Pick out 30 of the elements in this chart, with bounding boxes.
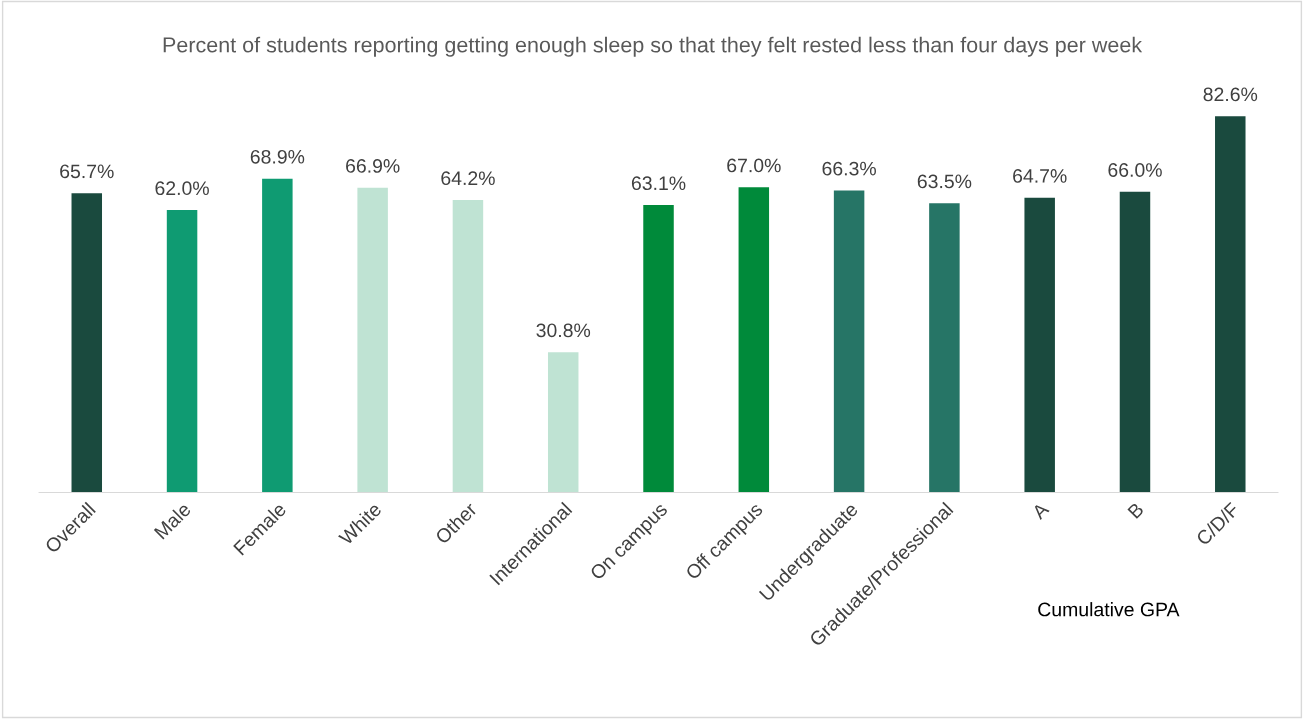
bar	[357, 187, 388, 493]
bar	[166, 210, 198, 493]
bar	[643, 205, 674, 493]
bar	[452, 200, 484, 493]
bar	[547, 352, 579, 493]
bar	[1024, 197, 1055, 493]
x-tick-label: B	[1127, 502, 1145, 519]
bar	[833, 190, 865, 493]
bar	[738, 187, 770, 493]
data-label: 64.2%	[441, 171, 495, 186]
data-label: 67.0%	[727, 158, 781, 173]
data-label: 63.1%	[631, 176, 686, 191]
data-label: 68.9%	[250, 149, 305, 164]
chart-title: Percent of students reporting getting enough sleep so that they felt rested less than four days per week	[163, 36, 1143, 57]
x-tick-label: A	[1031, 501, 1050, 520]
data-label: 62.0%	[155, 181, 209, 196]
bar	[262, 178, 293, 493]
data-label: 63.5%	[917, 174, 972, 189]
bar	[71, 193, 103, 493]
data-label: 66.3%	[822, 161, 876, 176]
data-label: 30.8%	[536, 323, 591, 338]
data-label: 64.7%	[1013, 169, 1067, 183]
bar	[1119, 191, 1151, 493]
text: Cumulative GPA	[1038, 602, 1180, 617]
bar	[1215, 116, 1246, 493]
data-label: 82.6%	[1203, 87, 1258, 102]
data-label: 66.0%	[1108, 163, 1162, 177]
bar	[929, 203, 960, 493]
data-label: 66.9%	[346, 159, 400, 173]
data-label: 65.7%	[60, 164, 114, 179]
